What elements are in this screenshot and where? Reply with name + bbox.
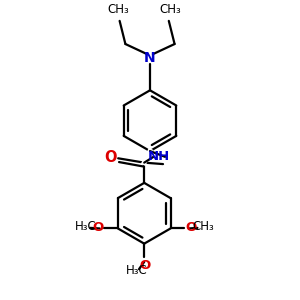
Text: H₃C: H₃C xyxy=(75,220,97,232)
Text: CH₃: CH₃ xyxy=(107,3,129,16)
Text: CH₃: CH₃ xyxy=(159,3,181,16)
Text: O: O xyxy=(139,259,150,272)
Text: O: O xyxy=(92,221,103,234)
Text: N: N xyxy=(144,52,156,65)
Text: H₃C: H₃C xyxy=(126,264,148,277)
Text: O: O xyxy=(105,150,117,165)
Text: CH₃: CH₃ xyxy=(192,220,214,232)
Text: NH: NH xyxy=(148,150,170,163)
Text: O: O xyxy=(185,221,197,234)
